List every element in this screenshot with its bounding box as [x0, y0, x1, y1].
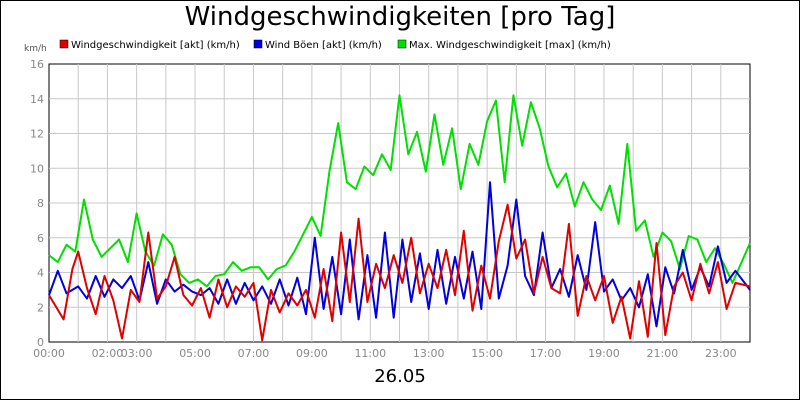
- x-tick-label: 15:00: [471, 347, 503, 360]
- y-tick-label: 4: [37, 267, 44, 280]
- x-tick-label: 07:00: [238, 347, 270, 360]
- x-tick-label: 02:00: [92, 347, 124, 360]
- series-line: [48, 203, 751, 342]
- legend-label: Max. Windgeschwindigkeit [max] (km/h): [409, 40, 611, 51]
- legend-swatch: [397, 39, 407, 49]
- x-tick-label: 11:00: [354, 347, 386, 360]
- x-tick-label: 03:00: [121, 347, 153, 360]
- series-lines: [48, 94, 751, 342]
- y-tick-label: 6: [37, 232, 44, 245]
- y-tick-label: 0: [37, 336, 44, 349]
- x-tick-label: 17:00: [530, 347, 562, 360]
- y-tick-label: 10: [30, 162, 44, 175]
- x-tick-label: 23:00: [705, 347, 737, 360]
- x-tick-label: 13:00: [413, 347, 445, 360]
- y-tick-label: 14: [30, 93, 44, 106]
- legend-label: Windgeschwindigkeit [akt] (km/h): [71, 40, 240, 51]
- x-tick-label: 00:00: [33, 347, 65, 360]
- x-tick-label: 09:00: [296, 347, 328, 360]
- y-tick-label: 2: [37, 301, 44, 314]
- y-tick-label: 8: [37, 197, 44, 210]
- date-label: 26.05: [374, 366, 426, 387]
- chart-title: Windgeschwindigkeiten [pro Tag]: [184, 2, 616, 32]
- x-tick-label: 21:00: [647, 347, 679, 360]
- legend-swatch: [253, 39, 263, 49]
- y-unit-label: km/h: [24, 44, 47, 54]
- legend: Windgeschwindigkeit [akt] (km/h) Wind Böe…: [59, 39, 611, 51]
- legend-swatch: [59, 39, 69, 49]
- x-tick-label: 05:00: [179, 347, 211, 360]
- x-tick-label: 19:00: [588, 347, 620, 360]
- series-line: [48, 94, 751, 288]
- y-tick-labels: 0 2 4 6 8 10 12 14 16: [30, 58, 44, 349]
- legend-label: Wind Böen [akt] (km/h): [265, 40, 382, 51]
- y-tick-label: 12: [30, 128, 44, 141]
- y-tick-label: 16: [30, 58, 44, 71]
